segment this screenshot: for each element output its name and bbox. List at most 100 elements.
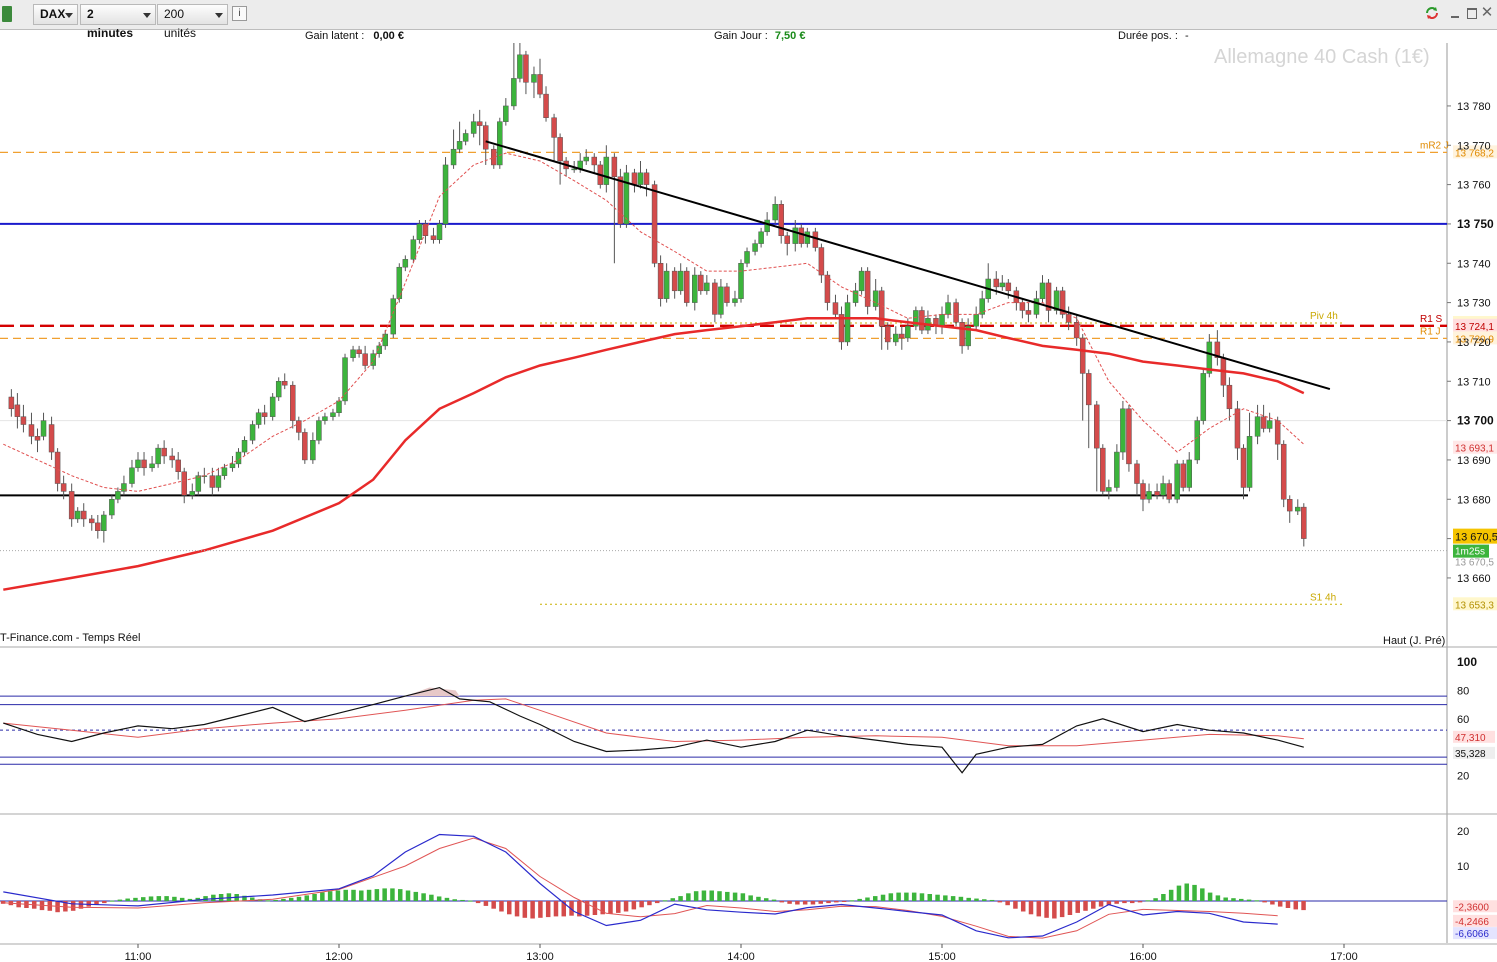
- histogram-bar: [343, 889, 348, 901]
- candle-body: [74, 510, 81, 520]
- candle-body: [370, 353, 376, 366]
- histogram-bar: [359, 890, 364, 901]
- histogram-bar: [701, 890, 707, 901]
- histogram-bar: [896, 892, 901, 901]
- candle-body: [1206, 341, 1213, 374]
- candle-body: [1266, 420, 1273, 429]
- histogram-bar: [141, 897, 146, 901]
- histogram-bar: [600, 901, 605, 915]
- histogram-bar: [989, 899, 995, 901]
- histogram-bar: [1239, 898, 1244, 901]
- histogram-bar: [390, 888, 395, 901]
- time-tick-label: 17:00: [1330, 951, 1358, 962]
- candle-body: [241, 440, 248, 453]
- candle-body: [1295, 506, 1301, 512]
- histogram-value-label: -6,6066: [1455, 929, 1489, 940]
- histogram-value-box: [1453, 914, 1497, 927]
- histogram-bar: [904, 892, 909, 901]
- histogram-value-label: -2,3600: [1455, 902, 1489, 913]
- candle-body: [772, 204, 778, 221]
- histogram-bar: [429, 894, 434, 901]
- candle-body: [141, 459, 147, 469]
- duree-pos: Durée pos. : -: [1118, 30, 1189, 43]
- chart-type-icon[interactable]: [2, 6, 12, 22]
- time-tick-label: 16:00: [1129, 951, 1157, 962]
- countdown-label: 1m25s: [1455, 547, 1485, 558]
- candle-body: [899, 333, 905, 339]
- candle-body: [824, 274, 831, 303]
- maximize-icon[interactable]: [1465, 5, 1479, 21]
- histogram-bar: [1005, 901, 1010, 906]
- candle-body: [1246, 436, 1253, 488]
- level-label: R1 J: [1420, 326, 1441, 337]
- candle-body: [551, 117, 557, 138]
- candle-body: [362, 353, 368, 366]
- histogram-bar: [1207, 892, 1213, 901]
- histogram-bar: [499, 901, 504, 912]
- histogram-bar: [873, 896, 878, 901]
- time-axis: 11:00 12:00 13:00 14:00 15:00 16:00 17:00: [125, 944, 1358, 962]
- candle-body: [718, 286, 724, 315]
- candle-body: [683, 270, 690, 303]
- level-label: mR2 J: [1420, 140, 1449, 151]
- histogram-bar: [756, 896, 761, 901]
- candle-body: [832, 302, 839, 315]
- close-icon[interactable]: ✕: [1480, 4, 1494, 21]
- info-icon[interactable]: i: [232, 6, 247, 21]
- histogram-bar: [1098, 901, 1104, 907]
- candle-body: [275, 381, 282, 398]
- price-tick-label: 13 680: [1457, 494, 1491, 506]
- timeframe-select[interactable]: 2 minutes: [80, 4, 156, 40]
- price-tick-label: 13 710: [1457, 376, 1491, 388]
- candle-body: [330, 412, 336, 417]
- histogram-bar: [1270, 901, 1275, 905]
- candle-body: [692, 274, 698, 303]
- histogram-bar: [483, 901, 489, 906]
- histogram-bar: [460, 899, 465, 901]
- candle-body: [336, 400, 342, 413]
- histogram-bar: [686, 893, 691, 901]
- candle-body: [482, 125, 489, 150]
- histogram-bar: [818, 901, 823, 904]
- histogram-bar: [997, 901, 1003, 903]
- histogram-bar: [1153, 898, 1158, 901]
- refresh-icon[interactable]: [1424, 5, 1438, 21]
- histogram-bar: [530, 901, 535, 919]
- histogram-bar: [1184, 883, 1189, 901]
- histogram-bar: [958, 896, 964, 901]
- histogram-bar: [1083, 901, 1088, 911]
- histogram-bar: [1013, 901, 1018, 909]
- minimize-icon[interactable]: [1448, 5, 1462, 21]
- price-tick-label: 13 760: [1457, 180, 1491, 192]
- histogram-bar: [584, 901, 590, 916]
- candle-body: [744, 251, 750, 264]
- candle-body: [631, 172, 638, 185]
- candle-body: [322, 416, 328, 421]
- candle-body: [209, 475, 216, 488]
- histogram-bar: [281, 898, 286, 901]
- histogram-bar: [709, 890, 714, 901]
- chevron-down-icon: [65, 13, 73, 18]
- level-value-label: 13 768,2: [1455, 148, 1494, 159]
- candle-body: [884, 325, 891, 343]
- candle-body: [1085, 373, 1092, 406]
- candle-body: [410, 239, 417, 260]
- instrument-select[interactable]: DAX: [33, 4, 78, 25]
- histogram-bar: [678, 896, 683, 901]
- level-value-box: [1453, 440, 1497, 454]
- histogram-bar: [475, 901, 481, 904]
- time-tick-label: 14:00: [727, 951, 755, 962]
- histogram-bar: [78, 901, 84, 909]
- histogram-bar: [514, 901, 520, 917]
- time-tick-label: 11:00: [125, 951, 152, 962]
- histogram-bar: [1301, 901, 1306, 911]
- candle-body: [89, 518, 95, 524]
- histogram-bar: [1028, 901, 1034, 915]
- histogram-bar: [888, 893, 894, 901]
- histogram-bar: [795, 901, 800, 905]
- candle-body: [878, 290, 885, 327]
- candle-body: [804, 231, 811, 244]
- ma-short-line: [3, 152, 1305, 492]
- units-select[interactable]: 200 unités: [157, 4, 228, 40]
